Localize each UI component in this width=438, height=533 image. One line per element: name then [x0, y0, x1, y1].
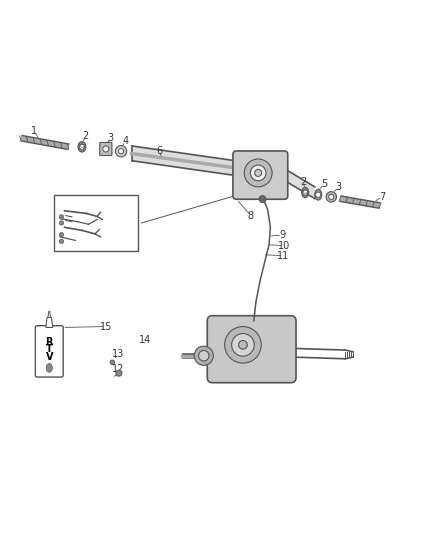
Circle shape — [59, 221, 64, 225]
Circle shape — [79, 144, 85, 149]
Text: G: G — [79, 144, 85, 149]
Bar — [53, 195, 138, 251]
Text: 11: 11 — [277, 251, 290, 261]
Text: 3: 3 — [107, 133, 113, 143]
Text: 3: 3 — [336, 182, 342, 192]
Text: 10: 10 — [278, 240, 290, 251]
Circle shape — [59, 232, 64, 237]
FancyBboxPatch shape — [35, 326, 63, 377]
Ellipse shape — [302, 187, 309, 198]
Circle shape — [259, 196, 266, 203]
Text: V: V — [46, 352, 53, 361]
Circle shape — [110, 360, 115, 365]
Polygon shape — [132, 146, 239, 176]
Text: 8: 8 — [248, 211, 254, 221]
Text: 5: 5 — [321, 179, 328, 189]
Text: 2: 2 — [300, 176, 306, 187]
Circle shape — [254, 169, 261, 176]
FancyBboxPatch shape — [233, 151, 288, 199]
Ellipse shape — [315, 189, 322, 200]
Text: 12: 12 — [112, 364, 124, 374]
Circle shape — [326, 192, 336, 202]
Text: G: G — [303, 190, 307, 195]
Circle shape — [116, 370, 122, 376]
Circle shape — [118, 149, 124, 154]
Polygon shape — [48, 311, 50, 318]
Circle shape — [328, 194, 334, 199]
Circle shape — [198, 351, 209, 361]
Ellipse shape — [78, 142, 86, 152]
Circle shape — [59, 215, 64, 219]
Circle shape — [232, 334, 254, 356]
Circle shape — [103, 146, 109, 152]
Polygon shape — [284, 168, 315, 199]
Text: 15: 15 — [100, 321, 112, 332]
Circle shape — [303, 190, 308, 195]
Text: 6: 6 — [156, 146, 162, 156]
Circle shape — [225, 327, 261, 363]
Text: 1: 1 — [31, 126, 37, 136]
Circle shape — [244, 159, 272, 187]
Text: T: T — [46, 344, 53, 354]
Text: 13: 13 — [112, 350, 124, 359]
Text: 14: 14 — [139, 335, 151, 345]
FancyBboxPatch shape — [100, 142, 112, 156]
Text: 7: 7 — [379, 192, 385, 202]
Circle shape — [239, 341, 247, 349]
FancyBboxPatch shape — [207, 316, 296, 383]
Circle shape — [251, 165, 266, 181]
Text: 16: 16 — [91, 240, 103, 251]
Text: 2: 2 — [82, 131, 88, 141]
Text: 4: 4 — [122, 136, 128, 146]
Circle shape — [194, 346, 213, 365]
Ellipse shape — [46, 364, 52, 372]
Circle shape — [116, 146, 127, 157]
Circle shape — [59, 239, 64, 244]
Text: 9: 9 — [279, 230, 285, 240]
Circle shape — [316, 192, 321, 197]
Text: R: R — [46, 337, 53, 347]
Polygon shape — [46, 318, 53, 327]
